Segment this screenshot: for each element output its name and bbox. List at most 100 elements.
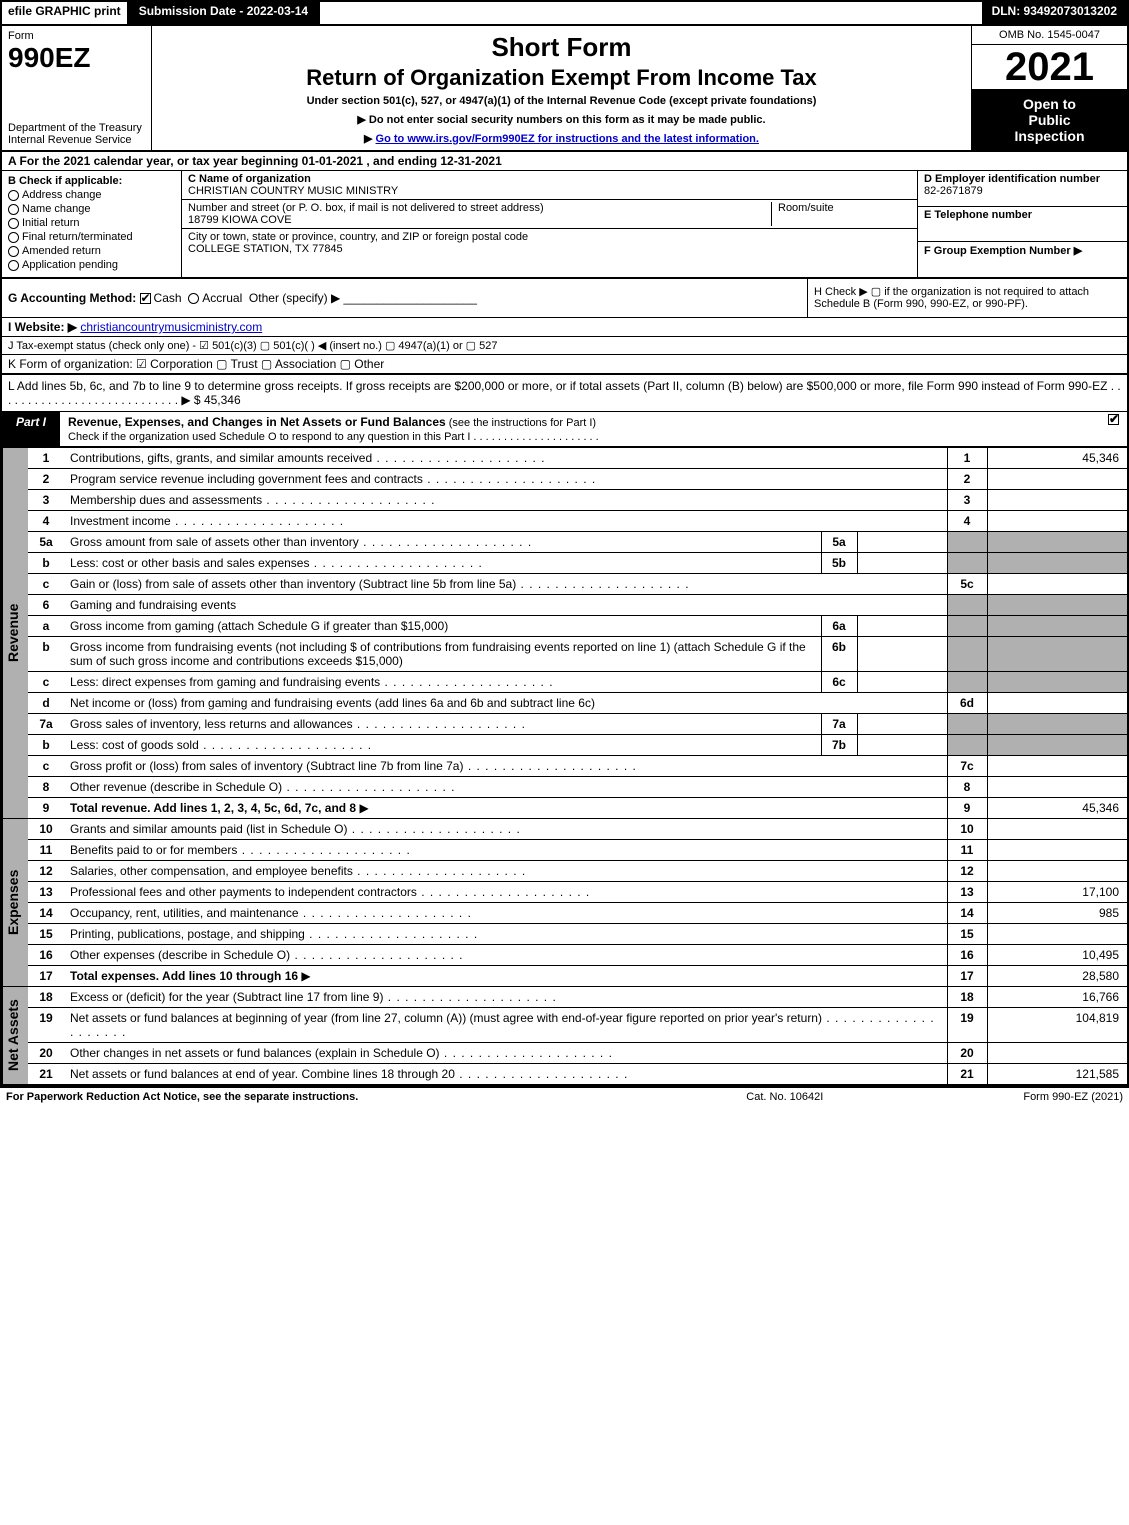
street-label: Number and street (or P. O. box, if mail…	[188, 202, 544, 214]
form-goto-note: Go to www.irs.gov/Form990EZ for instruct…	[160, 132, 963, 145]
expenses-vlabel: Expenses	[2, 819, 28, 986]
line-3: 3Membership dues and assessments3	[28, 490, 1127, 511]
city-value: COLLEGE STATION, TX 77845	[188, 243, 911, 255]
revenue-section: Revenue 1Contributions, gifts, grants, a…	[0, 448, 1129, 819]
chk-accrual[interactable]	[188, 293, 199, 304]
chk-address-change[interactable]: Address change	[8, 189, 175, 201]
b-label: B Check if applicable:	[8, 175, 175, 187]
c-name-label: C Name of organization	[188, 173, 911, 185]
line-h: H Check ▶ ▢ if the organization is not r…	[807, 279, 1127, 317]
i-label: I Website: ▶	[8, 320, 77, 334]
revenue-vlabel: Revenue	[2, 448, 28, 818]
g-cash: Cash	[154, 291, 182, 305]
footer-right: Form 990-EZ (2021)	[1023, 1091, 1123, 1103]
page-footer: For Paperwork Reduction Act Notice, see …	[0, 1086, 1129, 1106]
chk-application-pending[interactable]: Application pending	[8, 259, 175, 271]
group-exemption-cell: F Group Exemption Number ▶	[917, 242, 1127, 277]
line-5c: cGain or (loss) from sale of assets othe…	[28, 574, 1127, 595]
line-a: A For the 2021 calendar year, or tax yea…	[0, 152, 1129, 171]
line-6c: cLess: direct expenses from gaming and f…	[28, 672, 1127, 693]
block-bcd: B Check if applicable: Address change Na…	[0, 171, 1129, 278]
line-a-text: A For the 2021 calendar year, or tax yea…	[8, 154, 502, 168]
line-g: G Accounting Method: Cash Accrual Other …	[2, 279, 807, 317]
line-5a: 5aGross amount from sale of assets other…	[28, 532, 1127, 553]
tel-cell: E Telephone number	[917, 207, 1127, 243]
chk-name-change[interactable]: Name change	[8, 203, 175, 215]
org-name-cell: C Name of organization CHRISTIAN COUNTRY…	[182, 171, 917, 200]
e-tel-label: E Telephone number	[924, 209, 1032, 221]
chk-final-return[interactable]: Final return/terminated	[8, 231, 175, 243]
line-2: 2Program service revenue including gover…	[28, 469, 1127, 490]
footer-left: For Paperwork Reduction Act Notice, see …	[6, 1091, 746, 1103]
chk-cash[interactable]	[140, 293, 151, 304]
netassets-table: 18Excess or (deficit) for the year (Subt…	[28, 987, 1127, 1084]
f-group-label: F Group Exemption Number ▶	[924, 245, 1082, 257]
line-j: J Tax-exempt status (check only one) - ☑…	[0, 336, 1129, 354]
chk-initial-return[interactable]: Initial return	[8, 217, 175, 229]
line-9: 9Total revenue. Add lines 1, 2, 3, 4, 5c…	[28, 798, 1127, 819]
netassets-vlabel: Net Assets	[2, 987, 28, 1084]
header-right: OMB No. 1545-0047 2021 Open to Public In…	[972, 26, 1127, 150]
line-5b: bLess: cost or other basis and sales exp…	[28, 553, 1127, 574]
line-18: 18Excess or (deficit) for the year (Subt…	[28, 987, 1127, 1008]
room-suite: Room/suite	[771, 202, 911, 226]
header-center: Short Form Return of Organization Exempt…	[152, 26, 972, 150]
revenue-table: 1Contributions, gifts, grants, and simil…	[28, 448, 1127, 818]
line-6b: bGross income from fundraising events (n…	[28, 637, 1127, 672]
line-7c: cGross profit or (loss) from sales of in…	[28, 756, 1127, 777]
line-k: K Form of organization: ☑ Corporation ▢ …	[0, 354, 1129, 375]
line-4: 4Investment income4	[28, 511, 1127, 532]
submission-date: Submission Date - 2022-03-14	[129, 2, 320, 24]
irs-link[interactable]: Go to www.irs.gov/Form990EZ for instruct…	[376, 133, 759, 145]
part-1-tab: Part I	[2, 412, 60, 446]
net-assets-section: Net Assets 18Excess or (deficit) for the…	[0, 987, 1129, 1086]
l-amount: 45,346	[204, 393, 241, 407]
form-number: 990EZ	[8, 42, 145, 74]
l-text: L Add lines 5b, 6c, and 7b to line 9 to …	[8, 379, 1121, 407]
line-17: 17Total expenses. Add lines 10 through 1…	[28, 966, 1127, 987]
header-left: Form 990EZ Department of the Treasury In…	[2, 26, 152, 150]
department-label: Department of the Treasury Internal Reve…	[8, 122, 145, 146]
org-name: CHRISTIAN COUNTRY MUSIC MINISTRY	[188, 185, 911, 197]
form-title-2: Return of Organization Exempt From Incom…	[160, 65, 963, 91]
part-1-title: Revenue, Expenses, and Changes in Net As…	[60, 412, 1103, 446]
city-label: City or town, state or province, country…	[188, 231, 911, 243]
line-16: 16Other expenses (describe in Schedule O…	[28, 945, 1127, 966]
line-7a: 7aGross sales of inventory, less returns…	[28, 714, 1127, 735]
line-14: 14Occupancy, rent, utilities, and mainte…	[28, 903, 1127, 924]
row-g-h: G Accounting Method: Cash Accrual Other …	[0, 278, 1129, 317]
g-accrual: Accrual	[202, 291, 242, 305]
city-cell: City or town, state or province, country…	[182, 229, 917, 257]
line-7b: bLess: cost of goods sold7b	[28, 735, 1127, 756]
chk-amended-return[interactable]: Amended return	[8, 245, 175, 257]
part-1-header: Part I Revenue, Expenses, and Changes in…	[0, 411, 1129, 448]
topbar-spacer	[320, 2, 981, 24]
line-12: 12Salaries, other compensation, and empl…	[28, 861, 1127, 882]
line-20: 20Other changes in net assets or fund ba…	[28, 1043, 1127, 1064]
d-ein-label: D Employer identification number	[924, 173, 1100, 185]
line-l: L Add lines 5b, 6c, and 7b to line 9 to …	[0, 375, 1129, 411]
g-label: G Accounting Method:	[8, 291, 136, 305]
efile-print-label[interactable]: efile GRAPHIC print	[2, 2, 129, 24]
line-10: 10Grants and similar amounts paid (list …	[28, 819, 1127, 840]
line-6: 6Gaming and fundraising events	[28, 595, 1127, 616]
line-13: 13Professional fees and other payments t…	[28, 882, 1127, 903]
form-ssn-note: Do not enter social security numbers on …	[160, 113, 963, 126]
line-6a: aGross income from gaming (attach Schedu…	[28, 616, 1127, 637]
open-to-public: Open to Public Inspection	[972, 90, 1127, 150]
footer-center: Cat. No. 10642I	[746, 1091, 823, 1103]
top-bar: efile GRAPHIC print Submission Date - 20…	[0, 0, 1129, 26]
street-cell: Number and street (or P. O. box, if mail…	[182, 200, 917, 229]
part-1-checkbox[interactable]	[1103, 412, 1127, 446]
tax-year: 2021	[972, 45, 1127, 90]
g-other: Other (specify) ▶	[249, 291, 340, 305]
form-title-1: Short Form	[160, 32, 963, 63]
street-value: 18799 KIOWA COVE	[188, 214, 292, 226]
expenses-table: 10Grants and similar amounts paid (list …	[28, 819, 1127, 986]
dln-label: DLN: 93492073013202	[982, 2, 1127, 24]
line-1: 1Contributions, gifts, grants, and simil…	[28, 448, 1127, 469]
website-link[interactable]: christiancountrymusicministry.com	[80, 320, 262, 334]
ein-cell: D Employer identification number 82-2671…	[917, 171, 1127, 207]
line-i: I Website: ▶ christiancountrymusicminist…	[0, 317, 1129, 336]
form-under-section: Under section 501(c), 527, or 4947(a)(1)…	[160, 95, 963, 107]
